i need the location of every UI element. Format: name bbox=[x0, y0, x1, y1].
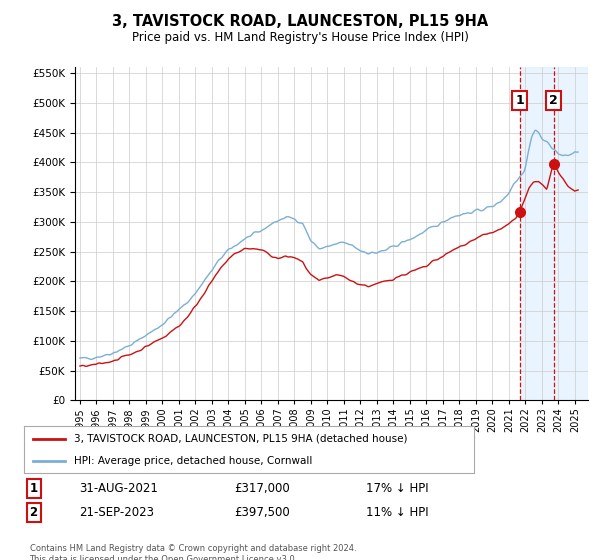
Text: Price paid vs. HM Land Registry's House Price Index (HPI): Price paid vs. HM Land Registry's House … bbox=[131, 31, 469, 44]
Text: Contains HM Land Registry data © Crown copyright and database right 2024.
This d: Contains HM Land Registry data © Crown c… bbox=[29, 544, 356, 560]
Text: 2: 2 bbox=[550, 94, 558, 107]
Text: £317,000: £317,000 bbox=[234, 482, 290, 496]
Text: 2: 2 bbox=[29, 506, 38, 519]
Text: 11% ↓ HPI: 11% ↓ HPI bbox=[366, 506, 429, 519]
Text: 3, TAVISTOCK ROAD, LAUNCESTON, PL15 9HA (detached house): 3, TAVISTOCK ROAD, LAUNCESTON, PL15 9HA … bbox=[74, 434, 407, 444]
Bar bbox=[520, 67, 588, 400]
Text: 31-AUG-2021: 31-AUG-2021 bbox=[79, 482, 158, 496]
Text: 17% ↓ HPI: 17% ↓ HPI bbox=[366, 482, 429, 496]
Text: 3, TAVISTOCK ROAD, LAUNCESTON, PL15 9HA: 3, TAVISTOCK ROAD, LAUNCESTON, PL15 9HA bbox=[112, 14, 488, 29]
Text: 21-SEP-2023: 21-SEP-2023 bbox=[79, 506, 154, 519]
Text: 1: 1 bbox=[29, 482, 38, 496]
Text: 1: 1 bbox=[515, 94, 524, 107]
Text: HPI: Average price, detached house, Cornwall: HPI: Average price, detached house, Corn… bbox=[74, 456, 312, 466]
Text: £397,500: £397,500 bbox=[234, 506, 290, 519]
